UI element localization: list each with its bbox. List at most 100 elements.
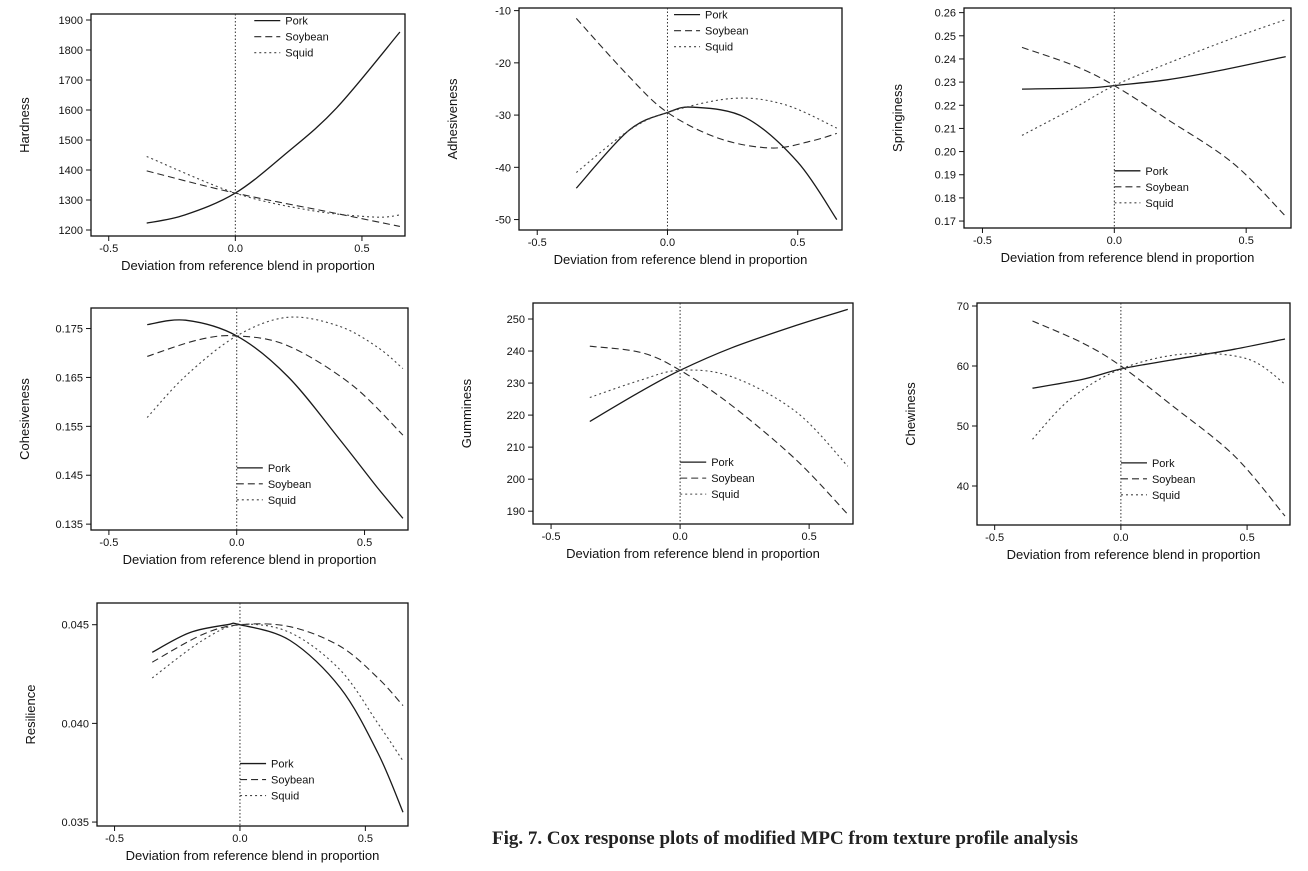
series-line-pork <box>575 106 838 220</box>
y-tick-label: 1700 <box>59 75 83 87</box>
x-tick-label: 0.0 <box>1107 235 1122 247</box>
plot-frame <box>976 302 1291 526</box>
series-line-squid <box>1021 19 1286 136</box>
y-tick-label: 1200 <box>59 225 83 237</box>
legend-label: Pork <box>711 457 734 469</box>
series-line-squid <box>1032 352 1286 440</box>
y-tick-label: 240 <box>507 346 525 358</box>
x-tick-label: 0.0 <box>1113 532 1128 544</box>
legend-label: Soybean <box>711 473 754 485</box>
y-axis-label: Resilience <box>23 685 38 745</box>
y-axis-label: Hardness <box>17 97 32 153</box>
series-line-soybean <box>151 623 404 706</box>
y-axis-label: Cohesiveness <box>17 378 32 460</box>
x-tick-label: 0.0 <box>232 833 247 845</box>
legend-label: Soybean <box>1145 182 1188 194</box>
series-line-soybean <box>589 345 849 515</box>
x-tick-label: 0.0 <box>229 537 244 549</box>
series-line-soybean <box>147 335 404 436</box>
y-tick-label: 0.21 <box>935 123 956 135</box>
x-axis-label: Deviation from reference blend in propor… <box>1001 250 1255 265</box>
y-tick-label: 0.22 <box>935 100 956 112</box>
chart-panel-4: -0.5 0.0 0.5 0.135 0.145 0.155 0.165 0.175 Devia… <box>17 307 409 567</box>
series-line-pork <box>1021 55 1286 90</box>
legend-label: Pork <box>285 16 308 28</box>
legend-label: Soybean <box>271 775 314 787</box>
x-tick-label: -0.5 <box>985 532 1004 544</box>
y-tick-label: 0.040 <box>61 718 89 730</box>
y-tick-label: 1900 <box>59 15 83 27</box>
legend: Pork Soybean Squid <box>236 463 311 507</box>
x-axis-label: Deviation from reference blend in propor… <box>126 848 380 863</box>
legend-label: Pork <box>1145 166 1168 178</box>
series-line-squid <box>589 369 849 467</box>
chart-panel-3: -0.5 0.0 0.5 0.17 0.18 0.19 0.20 0.21 0.22 0.23 0.… <box>890 7 1292 265</box>
series-line-pork <box>589 308 848 423</box>
y-tick-label: 0.25 <box>935 31 956 43</box>
y-tick-label: -30 <box>495 110 511 122</box>
y-axis-label: Chewiness <box>903 382 918 446</box>
series-line-soybean <box>1021 46 1287 217</box>
x-tick-label: -0.5 <box>105 833 124 845</box>
plot-frame <box>90 307 409 531</box>
y-tick-label: 230 <box>507 378 525 390</box>
x-tick-label: 0.0 <box>660 237 675 249</box>
x-tick-label: -0.5 <box>528 237 547 249</box>
x-tick-label: 0.5 <box>790 237 805 249</box>
y-tick-label: -40 <box>495 162 511 174</box>
x-tick-label: 0.5 <box>1239 532 1254 544</box>
y-tick-label: 190 <box>507 506 525 518</box>
y-tick-label: 0.20 <box>935 147 956 159</box>
y-tick-label: 0.18 <box>935 193 956 205</box>
y-tick-label: 0.19 <box>935 170 956 182</box>
series-line-squid <box>146 316 404 418</box>
y-tick-label: 210 <box>507 442 525 454</box>
legend: Pork Soybean Squid <box>240 759 314 803</box>
x-axis-label: Deviation from reference blend in propor… <box>121 258 375 273</box>
y-tick-label: 1800 <box>59 45 83 57</box>
series-line-soybean <box>146 170 401 227</box>
x-axis-label: Deviation from reference blend in propor… <box>123 552 377 567</box>
y-tick-label: 1600 <box>59 105 83 117</box>
x-tick-label: -0.5 <box>99 243 118 255</box>
y-tick-label: 50 <box>957 421 969 433</box>
plot-frame <box>963 7 1292 229</box>
y-tick-label: 0.165 <box>55 372 83 384</box>
y-tick-label: 0.145 <box>55 470 83 482</box>
x-tick-label: -0.5 <box>973 235 992 247</box>
y-tick-label: 1300 <box>59 195 83 207</box>
legend-label: Squid <box>711 489 739 501</box>
legend-label: Pork <box>705 10 728 22</box>
legend-label: Soybean <box>268 479 311 491</box>
legend: Pork Soybean Squid <box>1120 458 1195 502</box>
chart-panel-7: -0.5 0.0 0.5 0.035 0.040 0.045 Deviation from … <box>23 602 409 863</box>
legend-label: Squid <box>268 495 296 507</box>
chart-panel-1: -0.5 0.0 0.5 1200 1300 1400 1500 1600 1700 1800 19… <box>17 13 406 273</box>
y-tick-label: 0.135 <box>55 519 83 531</box>
series-line-soybean <box>575 18 837 149</box>
y-axis-label: Springiness <box>890 84 905 152</box>
x-tick-label: 0.5 <box>357 537 372 549</box>
legend: Pork Soybean Squid <box>254 16 329 60</box>
chart-panel-5: -0.5 0.0 0.5 190 200 210 220 230 240 250 Deviation… <box>459 302 854 561</box>
y-tick-label: 250 <box>507 314 525 326</box>
figure-caption: Fig. 7. Cox response plots of modified M… <box>492 828 1078 849</box>
legend-label: Squid <box>1152 490 1180 502</box>
legend-label: Pork <box>268 463 291 475</box>
y-tick-label: 0.17 <box>935 216 956 228</box>
x-tick-label: 0.5 <box>358 833 373 845</box>
y-tick-label: 1500 <box>59 135 83 147</box>
legend-label: Squid <box>705 42 733 54</box>
plot-frame <box>518 7 843 231</box>
y-tick-label: 40 <box>957 481 969 493</box>
x-tick-label: 0.5 <box>801 531 816 543</box>
y-tick-label: 0.175 <box>55 324 83 336</box>
legend-label: Squid <box>271 791 299 803</box>
y-axis-label: Adhesiveness <box>445 78 460 159</box>
legend-label: Soybean <box>705 26 748 38</box>
x-axis-label: Deviation from reference blend in propor… <box>566 546 820 561</box>
x-tick-label: 0.0 <box>228 243 243 255</box>
plot-frame <box>96 602 409 827</box>
chart-panel-2: -0.5 0.0 0.5 -50 -40 -30 -20 -10 Deviation from … <box>445 6 843 267</box>
y-tick-label: 60 <box>957 361 969 373</box>
